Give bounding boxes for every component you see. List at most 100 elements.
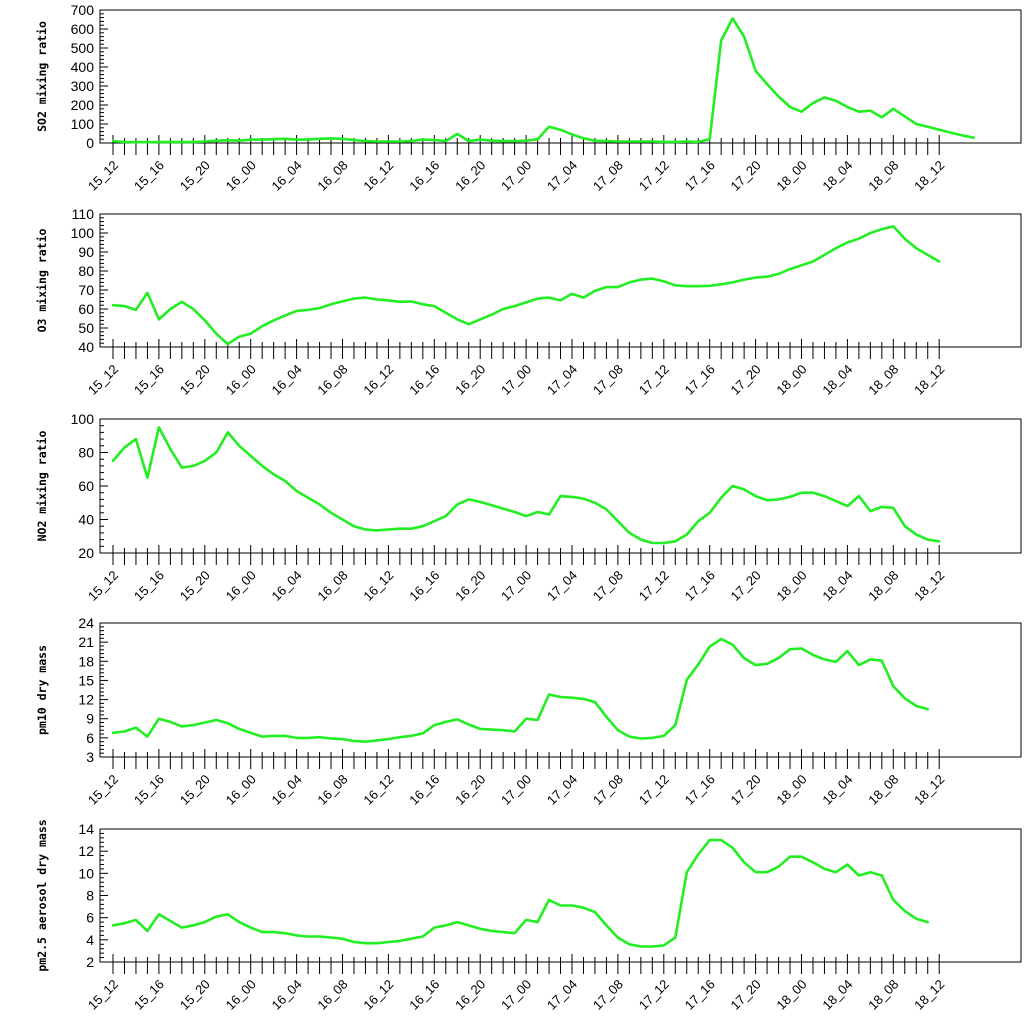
y-tick-label: 6: [86, 910, 94, 926]
y-tick-label: 10: [78, 865, 94, 881]
y-tick-label: 500: [71, 40, 95, 56]
x-tick-label: 15_12: [85, 772, 121, 808]
x-tick-label: 15_12: [85, 977, 121, 1013]
x-tick-label: 17_04: [544, 158, 580, 194]
x-tick-label: 16_16: [406, 977, 442, 1013]
x-tick-label: 17_12: [636, 568, 672, 604]
x-tick-label: 18_08: [865, 568, 901, 604]
x-tick-label: 17_12: [636, 362, 672, 398]
x-tick-label: 18_12: [911, 772, 947, 808]
x-tick-label: 18_04: [819, 977, 855, 1013]
x-tick-label: 15_16: [131, 977, 167, 1013]
x-tick-label: 17_08: [590, 977, 626, 1013]
x-tick-label: 18_00: [773, 568, 809, 604]
x-tick-label: 16_16: [406, 568, 442, 604]
x-tick-label: 16_00: [223, 362, 259, 398]
x-tick-label: 16_12: [360, 568, 396, 604]
y-tick-label: 60: [78, 301, 94, 317]
y-tick-label: 60: [78, 478, 94, 494]
x-tick-label: 18_00: [773, 772, 809, 808]
chart-panel-5: 2 4 6 8 10 12 14 pm2.5 aerosol dry mass 15_12 15_…: [35, 819, 1022, 1013]
x-tick-label: 17_04: [544, 362, 580, 398]
x-tick-label: 17_16: [682, 568, 718, 604]
x-tick-label: 16_20: [452, 772, 488, 808]
x-tick-label: 17_04: [544, 772, 580, 808]
y-tick-label: 70: [78, 282, 94, 298]
y-tick-label: 6: [86, 730, 94, 746]
y-tick-label: 24: [78, 615, 94, 631]
x-tick-label: 17_08: [590, 362, 626, 398]
x-tick-label: 15_20: [177, 158, 213, 194]
chart-panel-3: 20 40 60 80 100 NO2 mixing ratio 15_12 15_16 15_…: [35, 411, 1022, 604]
x-tick-label: 16_20: [452, 158, 488, 194]
x-tick-label: 18_04: [819, 362, 855, 398]
series-line: [111, 225, 941, 346]
x-tick-label: 18_08: [865, 158, 901, 194]
x-tick-label: 16_08: [314, 977, 350, 1013]
y-axis-title: pm10 dry mass: [35, 645, 49, 735]
x-tick-label: 17_20: [728, 158, 764, 194]
y-tick-label: 3: [86, 749, 94, 765]
x-tick-label: 17_08: [590, 772, 626, 808]
y-tick-label: 18: [78, 653, 94, 669]
x-tick-label: 15_20: [177, 772, 213, 808]
x-tick-label: 15_16: [131, 568, 167, 604]
x-tick-label: 17_16: [682, 772, 718, 808]
x-tick-label: 16_16: [406, 772, 442, 808]
y-axis-title: NO2 mixing ratio: [35, 431, 49, 542]
x-tick-label: 17_20: [728, 772, 764, 808]
x-tick-label: 17_04: [544, 977, 580, 1013]
x-tick-label: 17_12: [636, 158, 672, 194]
y-tick-label: 14: [78, 821, 94, 837]
chart-panel-4: 3 6 9 12 15 18 21 24 pm10 dry mass 15_12 15_16 15_2…: [35, 615, 1022, 808]
x-tick-label: 18_04: [819, 158, 855, 194]
x-tick-label: 16_16: [406, 158, 442, 194]
x-tick-label: 17_20: [728, 568, 764, 604]
plot-frame: [99, 418, 1022, 554]
y-tick-label: 600: [71, 21, 95, 37]
series-line: [111, 426, 941, 545]
y-axis-title: pm2.5 aerosol dry mass: [35, 819, 49, 971]
y-tick-label: 12: [78, 843, 94, 859]
x-tick-label: 16_04: [269, 977, 305, 1013]
x-tick-label: 17_00: [498, 977, 534, 1013]
y-tick-label: 21: [78, 634, 94, 650]
y-tick-label: 50: [78, 320, 94, 336]
plot-frame: [99, 828, 1022, 963]
y-tick-label: 700: [71, 2, 95, 18]
y-tick-label: 9: [86, 711, 94, 727]
series-line: [111, 637, 930, 744]
x-tick-label: 16_04: [269, 568, 305, 604]
y-tick-label: 80: [78, 445, 94, 461]
x-tick-label: 15_16: [131, 772, 167, 808]
x-tick-label: 16_16: [406, 362, 442, 398]
x-tick-label: 16_12: [360, 772, 396, 808]
y-axis-title: O3 mixing ratio: [35, 228, 49, 332]
y-tick-label: 100: [71, 411, 95, 427]
x-tick-label: 17_20: [728, 362, 764, 398]
y-tick-label: 100: [71, 116, 95, 132]
x-tick-label: 16_00: [223, 772, 259, 808]
x-tick-label: 16_12: [360, 158, 396, 194]
y-tick-label: 200: [71, 97, 95, 113]
x-tick-label: 18_08: [865, 977, 901, 1013]
x-tick-label: 17_08: [590, 158, 626, 194]
x-tick-label: 17_00: [498, 568, 534, 604]
y-tick-label: 8: [86, 888, 94, 904]
x-tick-label: 18_08: [865, 362, 901, 398]
x-tick-label: 16_00: [223, 568, 259, 604]
y-tick-label: 4: [86, 932, 94, 948]
y-tick-label: 20: [78, 545, 94, 561]
x-tick-label: 18_12: [911, 158, 947, 194]
x-tick-label: 18_12: [911, 362, 947, 398]
x-tick-label: 18_00: [773, 158, 809, 194]
x-tick-label: 16_20: [452, 568, 488, 604]
y-tick-label: 2: [86, 954, 94, 970]
x-tick-label: 15_12: [85, 568, 121, 604]
x-tick-label: 16_12: [360, 362, 396, 398]
y-tick-label: 300: [71, 78, 95, 94]
x-tick-label: 16_04: [269, 362, 305, 398]
x-tick-label: 16_00: [223, 977, 259, 1013]
x-tick-label: 16_20: [452, 977, 488, 1013]
x-tick-label: 16_00: [223, 158, 259, 194]
